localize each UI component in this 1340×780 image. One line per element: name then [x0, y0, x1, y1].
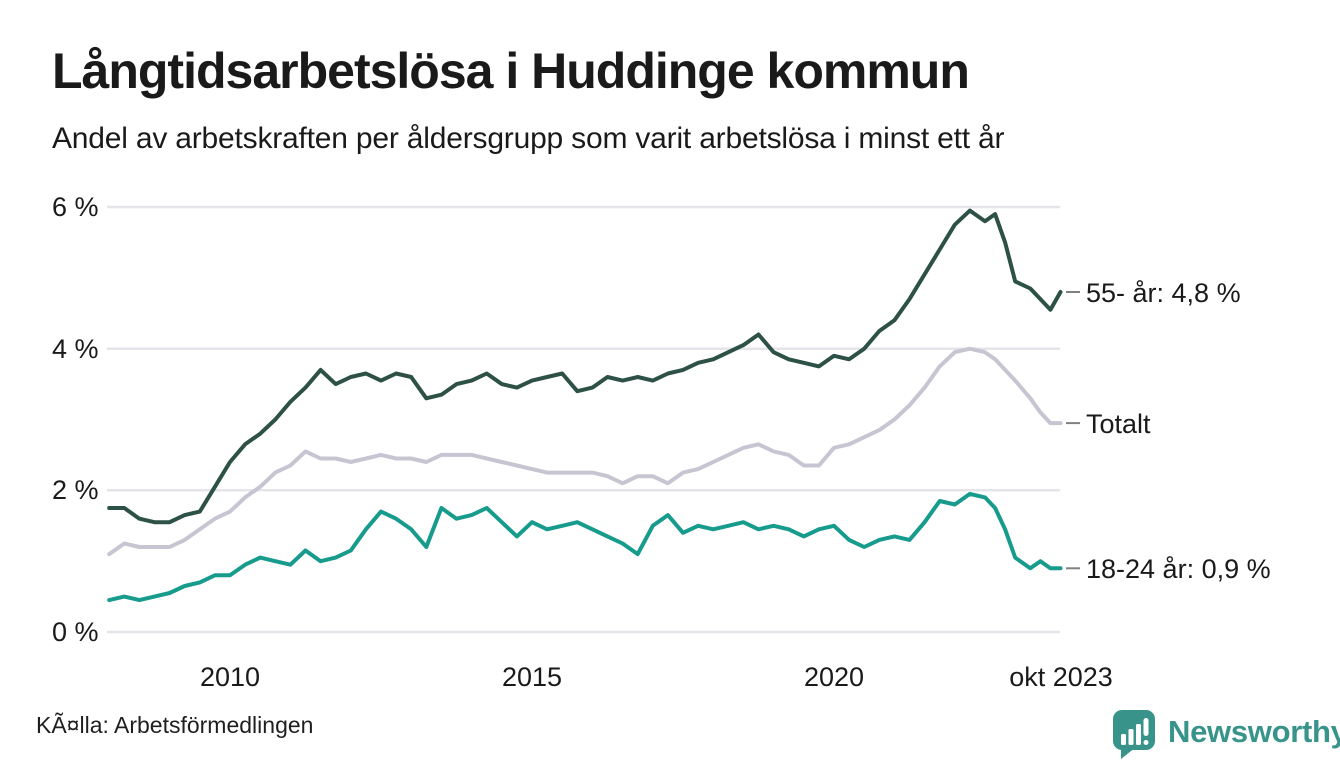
y-axis-tick-label: 2 % — [52, 475, 99, 506]
chart-subtitle: Andel av arbetskraften per åldersgrupp s… — [52, 122, 1005, 155]
x-axis-tick-label: 2020 — [803, 662, 865, 692]
x-axis-tick-label: 2010 — [199, 662, 261, 692]
series-line-55-ar — [107, 208, 1063, 525]
series-line-18-24-ar — [107, 491, 1063, 603]
series-end-label-55-ar: 55- år: 4,8 % — [1086, 278, 1241, 309]
series-line-totalt — [107, 346, 1063, 557]
series-end-label-totalt: Totalt — [1086, 409, 1151, 440]
y-axis-tick-label: 0 % — [52, 617, 99, 647]
y-axis-tick-label: 4 % — [52, 333, 99, 364]
newsworthy-logo[interactable]: Newsworthy — [1112, 708, 1340, 760]
x-axis-tick-label: okt 2023 — [1009, 662, 1113, 692]
source-attribution: KÃ¤lla: Arbetsförmedlingen — [36, 712, 314, 738]
newsworthy-speech-bubble-chart-icon — [1113, 710, 1155, 759]
chart-title: Långtidsarbetslösa i Huddinge kommun — [52, 43, 970, 99]
series-end-label-18-24-ar: 18-24 år: 0,9 % — [1086, 554, 1271, 585]
x-axis-tick-label: 2015 — [501, 662, 563, 692]
newsworthy-wordmark: Newsworthy — [1168, 714, 1340, 749]
y-axis-tick-label: 6 % — [52, 192, 99, 223]
